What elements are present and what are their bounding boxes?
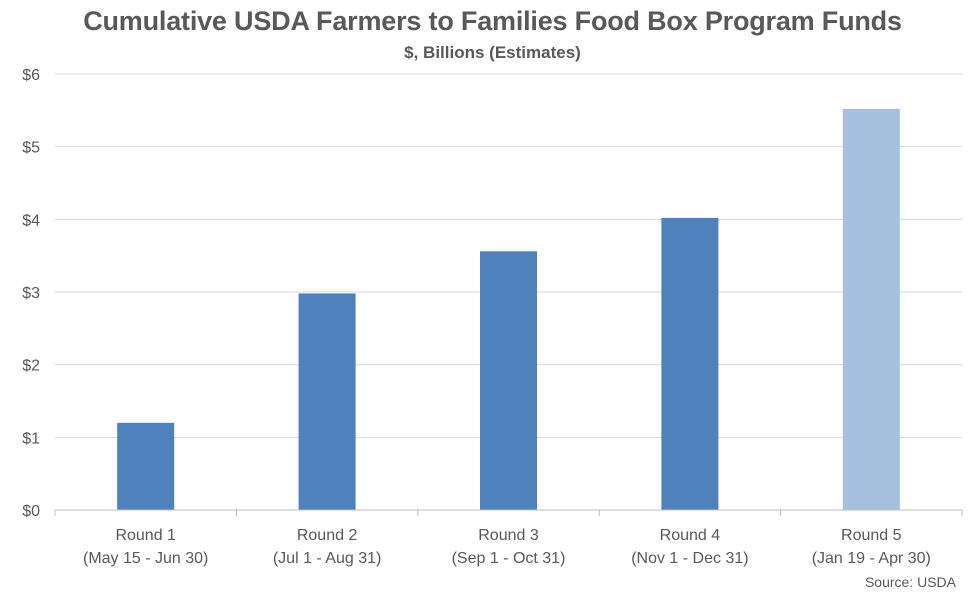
bar-round-5 [842, 108, 900, 510]
bar-round-3 [480, 251, 537, 510]
chart-title: Cumulative USDA Farmers to Families Food… [83, 6, 902, 36]
y-tick-label: $1 [22, 430, 40, 447]
x-axis-tick-labels: Round 1 (May 15 - Jun 30) Round 2 (Jul 1 - … [83, 527, 931, 567]
x-tick-label-round: Round 1 [115, 527, 176, 544]
bar-round-4 [661, 217, 719, 510]
bar-round-2 [298, 293, 356, 510]
x-tick-label-dates: (May 15 - Jun 30) [83, 550, 208, 567]
x-tick-label-round: Round 5 [841, 527, 902, 544]
x-tick-label-dates: (Nov 1 - Dec 31) [631, 550, 748, 567]
x-tick-label-dates: (Sep 1 - Oct 31) [452, 550, 566, 567]
y-axis-tick-labels: $0 $1 $2 $3 $4 $5 $6 [22, 67, 40, 520]
bars [117, 108, 900, 510]
x-tick-label-dates: (Jan 19 - Apr 30) [812, 550, 931, 567]
y-tick-label: $4 [22, 212, 40, 229]
source-note: Source: USDA [864, 574, 956, 590]
y-tick-label: $0 [22, 503, 40, 520]
y-tick-label: $6 [22, 67, 40, 84]
bar-round-1 [117, 422, 175, 510]
x-axis [54, 509, 963, 516]
y-tick-label: $5 [22, 140, 40, 157]
chart-subtitle: $, Billions (Estimates) [404, 43, 581, 62]
y-tick-label: $2 [22, 358, 40, 375]
x-tick-label-round: Round 3 [478, 527, 539, 544]
x-tick-label-round: Round 2 [297, 527, 358, 544]
x-tick-label-dates: (Jul 1 - Aug 31) [273, 550, 382, 567]
y-tick-label: $3 [22, 285, 40, 302]
x-tick-label-round: Round 4 [660, 527, 721, 544]
